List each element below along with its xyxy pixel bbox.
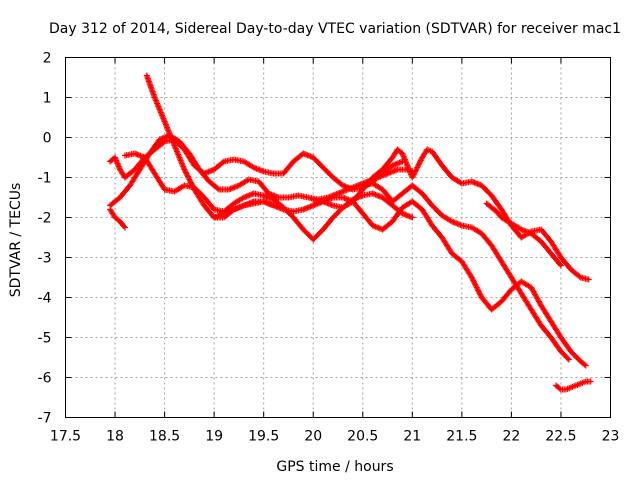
x-axis-label: GPS time / hours [276, 459, 393, 475]
x-tick-label: 20 [304, 429, 322, 445]
data-point [587, 378, 594, 385]
x-tick-label: 21.5 [446, 429, 477, 445]
y-tick-label: -7 [38, 411, 52, 427]
series-arc-9 [483, 200, 564, 269]
x-tick-label: 17.5 [50, 429, 81, 445]
y-tick-label: -3 [38, 251, 52, 267]
x-tick-label: 18.5 [149, 429, 180, 445]
data-series [107, 72, 594, 393]
series-arc-1 [143, 72, 277, 221]
y-tick-label: -1 [38, 171, 52, 187]
data-point [556, 261, 563, 268]
data-point [214, 185, 221, 192]
chart-title: Day 312 of 2014, Sidereal Day-to-day VTE… [49, 21, 621, 37]
y-tick-label: 1 [43, 91, 52, 107]
x-tick-label: 18 [106, 429, 124, 445]
y-tick-label: 2 [43, 51, 52, 67]
data-point [556, 385, 563, 392]
series-arc-3 [107, 136, 406, 193]
y-tick-label: -4 [38, 291, 52, 307]
data-point [557, 262, 564, 269]
x-tick-label: 22 [502, 429, 520, 445]
series-arc-8 [359, 180, 572, 363]
x-tick-label: 21 [403, 429, 421, 445]
series-arc-4 [107, 206, 128, 231]
series-arc-5 [121, 150, 416, 243]
data-point [160, 139, 167, 146]
data-point [219, 159, 226, 166]
y-tick-label: -6 [38, 371, 52, 387]
x-tick-label: 22.5 [545, 429, 576, 445]
x-tick-labels: 17.5 18 18.5 19 19.5 20 20.5 21 21.5 22 22.5 23 [50, 429, 620, 445]
data-point [564, 355, 571, 362]
x-tick-label: 23 [602, 429, 620, 445]
axis-ticks [65, 57, 611, 418]
y-tick-label: -5 [38, 331, 52, 347]
data-point [120, 223, 127, 230]
x-tick-label: 19.5 [248, 429, 279, 445]
y-axis-label: SDTVAR / TECUs [8, 183, 24, 298]
x-tick-label: 20.5 [347, 429, 378, 445]
data-point [585, 276, 592, 283]
y-tick-label: -2 [38, 211, 52, 227]
data-point [409, 214, 416, 221]
series-arc-6 [211, 194, 589, 369]
series-arc-7 [310, 146, 592, 283]
x-tick-label: 19 [205, 429, 223, 445]
data-point [582, 362, 589, 369]
grid-lines [65, 57, 611, 418]
series-arc-10 [553, 378, 594, 393]
y-tick-label: 0 [43, 131, 52, 147]
plot-frame [65, 57, 611, 418]
y-tick-labels: -7 -6 -5 -4 -3 -2 -1 0 1 2 [38, 51, 52, 427]
data-point [121, 224, 128, 231]
data-point [581, 361, 588, 368]
data-point [565, 356, 572, 363]
